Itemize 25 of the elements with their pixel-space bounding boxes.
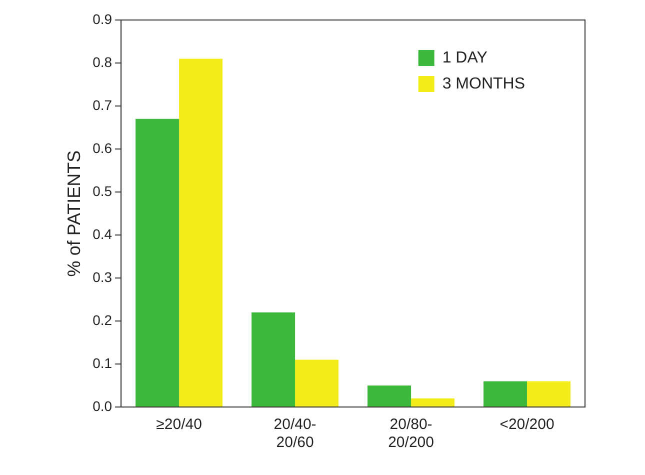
x-tick-label: 20/80-20/200 (388, 416, 434, 452)
y-tick-label: 0.5 (92, 182, 112, 199)
bar (136, 118, 180, 406)
y-tick-label: 0.4 (92, 226, 112, 242)
legend-label: 3 MONTHS (442, 75, 525, 92)
y-tick-label: 0.0 (92, 398, 112, 414)
legend-label: 1 DAY (442, 49, 488, 66)
y-tick-label: 0.7 (92, 96, 112, 113)
x-tick-label: ≥20/40 (156, 416, 202, 434)
y-tick-label: 0.6 (92, 140, 112, 156)
y-tick-label: 0.3 (92, 268, 112, 285)
y-tick-label: 0.1 (92, 354, 112, 371)
x-tick-label: 20/40-20/60 (274, 416, 316, 452)
y-tick-label: 0.9 (92, 10, 112, 27)
x-tick-label: <20/200 (500, 416, 554, 434)
y-tick-label: 0.8 (92, 54, 112, 70)
bar (252, 312, 296, 406)
y-axis-title: % of PATIENTS (64, 150, 84, 277)
bar (527, 381, 570, 406)
bar (295, 360, 339, 406)
y-tick-label: 0.2 (92, 312, 112, 328)
bar (368, 386, 412, 406)
bar (179, 58, 223, 406)
bar (411, 398, 455, 406)
bar (484, 381, 528, 406)
